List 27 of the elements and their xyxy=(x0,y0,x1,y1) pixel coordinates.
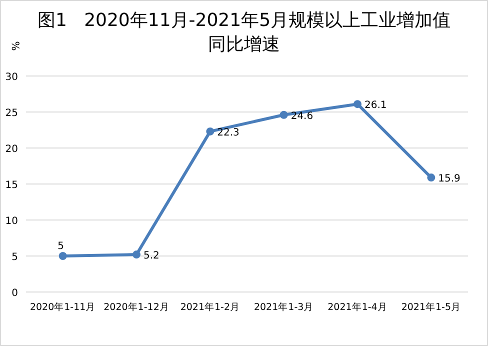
y-tick-label: 10 xyxy=(5,216,18,227)
point xyxy=(206,127,214,136)
data-label: 5 xyxy=(58,241,64,252)
y-tick-label: 20 xyxy=(5,144,18,155)
x-tick-label: 2021年1-2月 xyxy=(180,301,240,313)
y-tick-label: 15 xyxy=(5,180,18,191)
data-label: 5.2 xyxy=(144,250,160,262)
y-tick-label: 0 xyxy=(12,288,18,299)
data-label: 15.9 xyxy=(438,174,460,185)
x-tick-label: 2020年1-11月 xyxy=(30,301,96,313)
x-tick-label: 2020年1-12月 xyxy=(104,301,170,313)
data-label: 26.1 xyxy=(364,100,387,112)
y-tick-label: 5 xyxy=(12,252,18,263)
data-label: 24.6 xyxy=(290,110,314,122)
y-axis-title: % xyxy=(9,41,20,51)
point xyxy=(280,110,288,119)
title: 图1 2020年11月-2021年5月规模以上工业增加值同比增速 xyxy=(37,10,451,55)
x-tick-label: 2021年1-3月 xyxy=(254,301,314,313)
point xyxy=(354,100,362,108)
y-tick-label: 30 xyxy=(5,72,18,83)
point xyxy=(427,174,436,182)
data-label: 22.3 xyxy=(217,127,240,138)
x-tick-label: 2021年1-4月 xyxy=(328,301,388,313)
y-tick-label: 25 xyxy=(5,108,18,119)
point xyxy=(132,250,140,259)
point xyxy=(58,252,67,260)
x-tick-label: 2021年1-5月 xyxy=(401,301,462,313)
